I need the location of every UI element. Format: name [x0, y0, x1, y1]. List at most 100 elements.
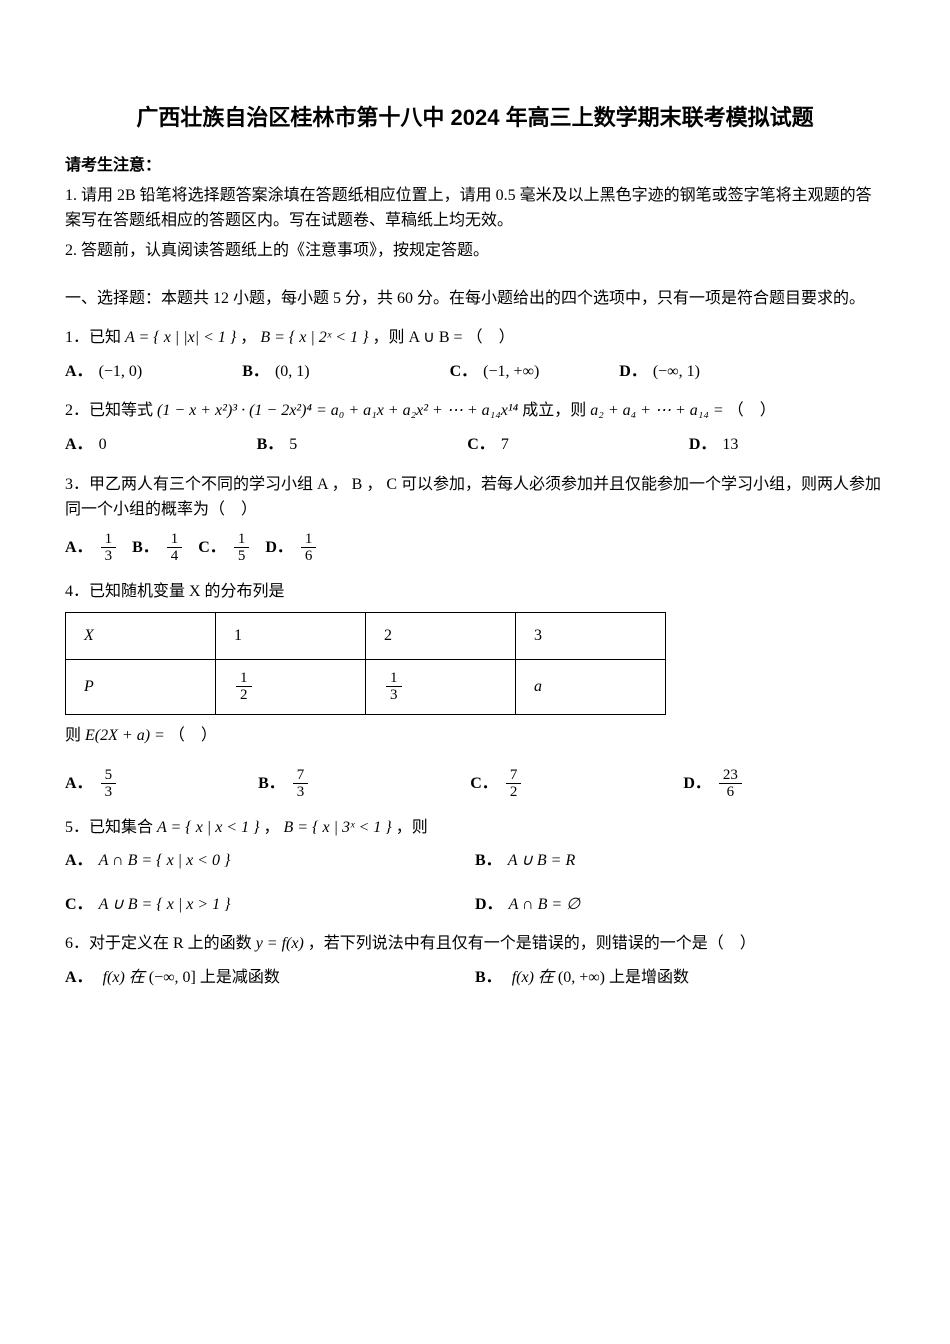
question-1: 1．已知 A = { x | |x| < 1 } ， B = { x | 2ˣ … [65, 325, 885, 351]
cell-1: 1 [216, 613, 366, 660]
opt-label: C． [198, 535, 226, 561]
q2-opt-B-val: 5 [289, 432, 297, 458]
frac-den: 3 [101, 784, 117, 801]
q3-options: A． 13 B． 14 C． 15 D． 16 [65, 531, 885, 565]
frac-den: 3 [101, 548, 117, 565]
q6-B-post: 上是增函数 [605, 969, 689, 986]
q6-func: y = f(x) [256, 935, 304, 952]
frac-den: 2 [506, 784, 522, 801]
q1-mid: ， [240, 329, 260, 346]
q2-expr: (1 − x + x²)³ · (1 − 2x²)⁴ = a₀ + a₁x + … [157, 402, 518, 419]
q5-opt-D: D． A ∩ B = ∅ [475, 892, 885, 918]
cell-P: P [66, 659, 216, 714]
q2-opt-A-val: 0 [99, 432, 107, 458]
q5-options-row1: A．A ∩ B = { x | x < 0 } B．A ∪ B = R [65, 848, 885, 874]
q4-options: A． 53 B． 73 C． 72 D． 236 [65, 767, 885, 801]
opt-label: D． [683, 771, 711, 797]
q6-A-post: 上是减函数 [196, 969, 280, 986]
opt-label: B． [475, 969, 502, 986]
q4-tail-pre: 则 [65, 727, 85, 744]
frac-num: 7 [293, 767, 309, 785]
opt-label: A． [65, 432, 93, 458]
q2-opt-B: B．5 [257, 432, 298, 458]
q6-options-row1: A． f(x) 在 (−∞, 0] 上是减函数 B． f(x) 在 (0, +∞… [65, 965, 885, 991]
opt-label: A． [65, 359, 93, 385]
opt-label: D． [265, 535, 293, 561]
q5-opt-D-val: A ∩ B = ∅ [509, 896, 581, 913]
opt-label: D． [475, 896, 503, 913]
opt-label: C． [467, 432, 495, 458]
q3-opt-D: D． 16 [265, 531, 318, 565]
q1-setB: B = { x | 2ˣ < 1 } [260, 329, 368, 346]
frac: 13 [386, 670, 402, 704]
q5-options-row2: C． A ∪ B = { x | x > 1 } D． A ∩ B = ∅ [65, 892, 885, 918]
notice-line-2: 2. 答题前，认真阅读答题纸上的《注意事项》，按规定答题。 [65, 238, 885, 264]
opt-label: B． [475, 852, 502, 869]
notice-line-1: 1. 请用 2B 铅笔将选择题答案涂填在答题纸相应位置上，请用 0.5 毫米及以… [65, 183, 885, 234]
opt-label: C． [450, 359, 478, 385]
q5-opt-B-val: A ∪ B = R [508, 852, 576, 869]
opt-label: B． [258, 771, 285, 797]
q5-prefix: 5．已知集合 [65, 819, 157, 836]
cell-2: 2 [366, 613, 516, 660]
opt-label: C． [470, 771, 498, 797]
opt-label: D． [619, 359, 647, 385]
q5-tail: ，则 [396, 819, 428, 836]
q2-rhs: a₂ + a₄ + ⋯ + a₁₄ = [590, 402, 727, 419]
q5-opt-C-val: A ∪ B = { x | x > 1 } [99, 896, 231, 913]
q3-opt-C: C． 15 [198, 531, 251, 565]
question-5: 5．已知集合 A = { x | x < 1 } ， B = { x | 3ˣ … [65, 815, 885, 841]
q3-opt-D-frac: 16 [301, 531, 317, 565]
q4-opt-A-frac: 53 [101, 767, 117, 801]
question-6: 6．对于定义在 R 上的函数 y = f(x) ，若下列说法中有且仅有一个是错误… [65, 931, 885, 957]
frac-num: 1 [236, 670, 252, 688]
q5-opt-B: B． A ∪ B = R [475, 848, 885, 874]
q4-opt-D-frac: 236 [719, 767, 742, 801]
frac-num: 1 [234, 531, 250, 549]
q4-opt-B-frac: 73 [293, 767, 309, 801]
page-title: 广西壮族自治区桂林市第十八中 2024 年高三上数学期末联考模拟试题 [65, 100, 885, 135]
q4-opt-D: D． 236 [683, 767, 744, 801]
frac-den: 3 [293, 784, 309, 801]
cell-p2: 13 [366, 659, 516, 714]
frac-num: 7 [506, 767, 522, 785]
frac-den: 4 [167, 548, 183, 565]
q5-setA: A = { x | x < 1 } [157, 819, 259, 836]
q2-mid: 成立，则 [522, 402, 590, 419]
opt-label: C． [65, 896, 93, 913]
q3-opt-B-frac: 14 [167, 531, 183, 565]
section-1-head: 一、选择题：本题共 12 小题，每小题 5 分，共 60 分。在每小题给出的四个… [65, 286, 885, 312]
q3-opt-A: A． 13 [65, 531, 118, 565]
opt-label: A． [65, 771, 93, 797]
q1-opt-C-val: (−1, +∞) [483, 359, 539, 385]
q4-opt-C-frac: 72 [506, 767, 522, 801]
q2-options: A．0 B．5 C．7 D．13 [65, 432, 885, 458]
opt-label: D． [689, 432, 717, 458]
frac-num: 1 [167, 531, 183, 549]
q1-opt-D-val: (−∞, 1) [653, 359, 700, 385]
q2-prefix: 2．已知等式 [65, 402, 157, 419]
q1-setA: A = { x | |x| < 1 } [125, 329, 236, 346]
cell-p1: 12 [216, 659, 366, 714]
q5-opt-A-val: A ∩ B = { x | x < 0 } [99, 852, 231, 869]
q2-opt-D-val: 13 [722, 432, 738, 458]
q4-tail-post: （ ） [169, 727, 217, 744]
table-row: X 1 2 3 [66, 613, 666, 660]
frac-den: 6 [301, 548, 317, 565]
opt-label: B． [257, 432, 284, 458]
q6-A-pre: f(x) 在 [103, 969, 149, 986]
opt-label: A． [65, 535, 93, 561]
q4-opt-C: C． 72 [470, 767, 523, 801]
q3-opt-A-frac: 13 [101, 531, 117, 565]
cell-3: 3 [516, 613, 666, 660]
q2-opt-C: C．7 [467, 432, 509, 458]
q3-opt-B: B． 14 [132, 531, 184, 565]
q2-opt-D: D．13 [689, 432, 739, 458]
q1-opt-B: B．(0, 1) [242, 359, 309, 385]
q6-prefix: 6．对于定义在 R 上的函数 [65, 935, 256, 952]
notice-head: 请考生注意： [65, 153, 885, 179]
q2-tail: （ ） [728, 402, 776, 419]
frac-den: 5 [234, 548, 250, 565]
question-4: 4．已知随机变量 X 的分布列是 [65, 579, 885, 605]
q6-A-int: (−∞, 0] [149, 969, 196, 986]
